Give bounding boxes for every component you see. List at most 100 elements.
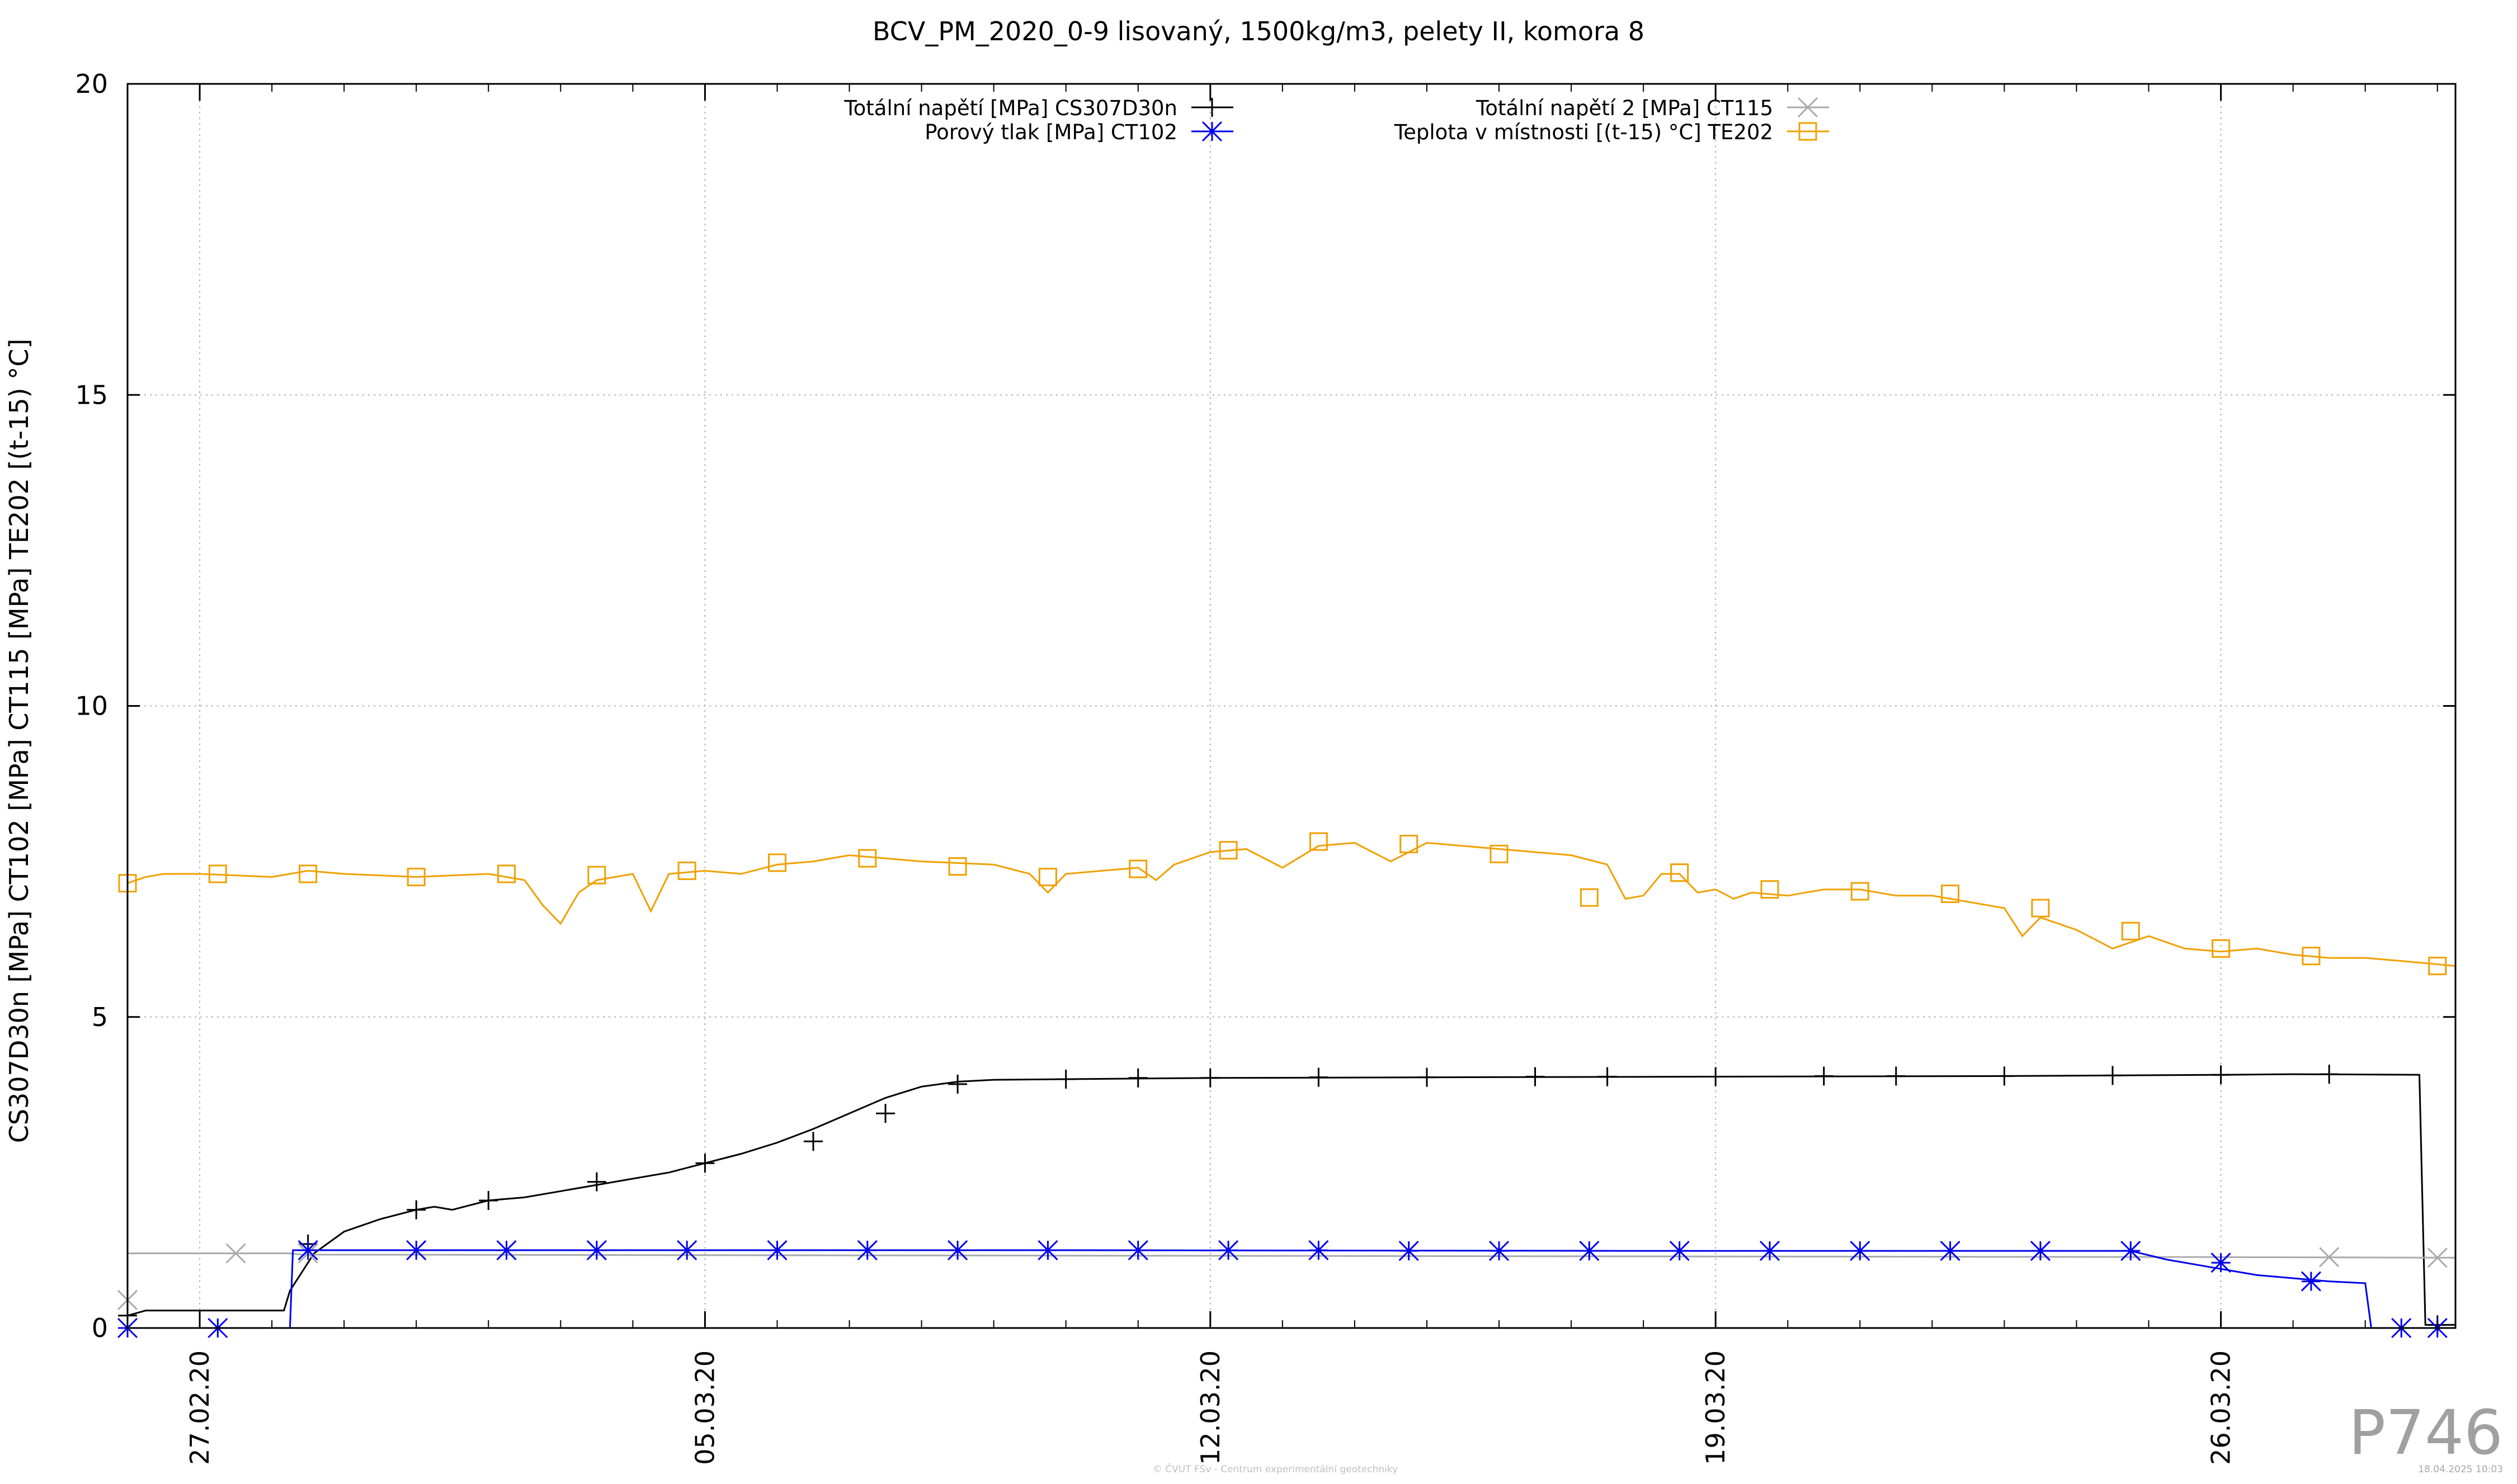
series-marker-2 (1488, 1240, 1510, 1261)
series-marker-3 (767, 853, 786, 872)
series-marker-3 (1850, 882, 1869, 901)
series-marker-2 (1038, 1240, 1058, 1260)
grid-layer (128, 84, 2455, 1328)
series-marker-2 (767, 1240, 788, 1260)
x-tick-label: 26.03.20 (2206, 1350, 2236, 1465)
series-marker-3 (2212, 939, 2231, 958)
series-marker-0 (1200, 1068, 1220, 1088)
series-marker-3 (2428, 957, 2447, 976)
series-marker-0 (1128, 1068, 1148, 1088)
series-marker-0 (804, 1132, 823, 1151)
x-tick-label: 27.02.20 (185, 1350, 215, 1465)
legend-marker-2 (1201, 121, 1223, 142)
series-marker-1 (2427, 1247, 2448, 1268)
series-marker-3 (1129, 859, 1148, 878)
series-marker-2 (1579, 1240, 1600, 1261)
series-marker-2 (1128, 1240, 1148, 1260)
series-marker-0 (948, 1074, 968, 1094)
y-axis-label: CS307D30n [MPa] CT102 [MPa] CT115 [MPa] … (4, 339, 34, 1143)
footer-credit: © ČVUT FSv - Centrum experimentální geot… (1153, 1463, 1398, 1475)
series-marker-0 (1995, 1066, 2014, 1086)
series-marker-3 (407, 867, 426, 886)
series-marker-0 (2211, 1065, 2231, 1085)
series-marker-0 (1417, 1067, 1436, 1087)
series-marker-2 (2301, 1271, 2321, 1292)
series-marker-2 (1398, 1240, 1419, 1261)
x-tick-label: 05.03.20 (690, 1350, 720, 1465)
series-marker-3 (1941, 884, 1960, 903)
series-marker-2 (2120, 1240, 2141, 1261)
series-marker-3 (2121, 921, 2140, 941)
y-tick-label: 15 (75, 380, 108, 410)
series-marker-0 (1706, 1067, 1726, 1086)
series-marker-1 (225, 1243, 246, 1264)
series-marker-3 (2302, 947, 2321, 966)
series-line-2 (128, 1249, 2455, 1329)
series-marker-0 (1056, 1070, 1076, 1089)
series-marker-2 (857, 1240, 878, 1260)
series-marker-0 (1814, 1066, 1833, 1086)
y-tick-label: 10 (75, 691, 108, 721)
series-marker-2 (406, 1240, 427, 1260)
series-marker-2 (1850, 1240, 1870, 1261)
y-tick-label: 0 (92, 1313, 108, 1343)
series-marker-0 (2103, 1066, 2122, 1085)
series-marker-2 (586, 1240, 607, 1260)
series-marker-3 (1399, 834, 1418, 853)
y-tick-label: 20 (75, 69, 108, 99)
legend-label-0: Totální napětí [MPa] CS307D30n (843, 96, 1177, 120)
legend-label-3: Teplota v místnosti [(t-15) °C] TE202 (1394, 120, 1773, 144)
series-marker-2 (298, 1240, 318, 1260)
series-marker-3 (948, 857, 967, 876)
series-marker-0 (1597, 1067, 1617, 1086)
legend-label-1: Totální napětí 2 [MPa] CT115 (1476, 96, 1773, 120)
legend-marker-3 (1798, 122, 1817, 141)
legend-marker-1 (1797, 97, 1818, 118)
series-marker-3 (1760, 880, 1779, 899)
series-marker-3 (1490, 844, 1509, 863)
series-marker-0 (2320, 1065, 2339, 1084)
x-tick-label: 19.03.20 (1700, 1350, 1731, 1465)
series-marker-2 (948, 1240, 968, 1260)
series-marker-3 (1670, 863, 1689, 882)
legend-marker-0 (1203, 98, 1222, 117)
series-marker-2 (677, 1240, 697, 1260)
series-marker-3 (497, 864, 516, 883)
x-tick-label: 12.03.20 (1195, 1350, 1225, 1465)
series-marker-0 (876, 1104, 895, 1123)
series-marker-0 (1886, 1066, 1906, 1086)
series-marker-2 (2210, 1253, 2231, 1273)
series-marker-2 (2030, 1240, 2051, 1261)
series-marker-0 (1309, 1067, 1328, 1087)
series-marker-0 (407, 1200, 426, 1220)
series-marker-2 (496, 1240, 517, 1260)
series-marker-2 (1759, 1240, 1780, 1261)
series-marker-3 (299, 864, 318, 883)
series-marker-2 (1308, 1240, 1329, 1260)
series-marker-0 (695, 1154, 715, 1173)
series-marker-3 (2031, 899, 2050, 918)
series-marker-3 (1309, 832, 1328, 851)
series-line-1 (128, 1253, 2456, 1259)
series-marker-2 (1669, 1240, 1690, 1261)
series-marker-3 (1580, 888, 1599, 907)
series-layer (117, 832, 2456, 1339)
chart-title: BCV_PM_2020_0-9 lisovaný, 1500kg/m3, pel… (873, 16, 1644, 46)
series-marker-0 (479, 1190, 498, 1210)
plot-id-watermark: P746 (2349, 1397, 2503, 1468)
series-marker-3 (677, 861, 696, 880)
series-marker-0 (587, 1172, 606, 1192)
legend-label-2: Porový tlak [MPa] CT102 (925, 120, 1177, 144)
series-marker-3 (1038, 867, 1057, 886)
series-line-3 (127, 842, 2456, 967)
y-tick-label: 5 (92, 1002, 108, 1032)
series-marker-2 (1940, 1240, 1960, 1261)
series-marker-3 (1219, 841, 1238, 860)
footer-timestamp: 18.04.2025 10:03 (2418, 1464, 2503, 1475)
series-marker-0 (1525, 1067, 1545, 1086)
series-marker-3 (208, 864, 227, 883)
axis-layer: 0 5 10 15 20 27.02.20 05.03.20 12.03.20 19.03.20… (75, 69, 2455, 1465)
